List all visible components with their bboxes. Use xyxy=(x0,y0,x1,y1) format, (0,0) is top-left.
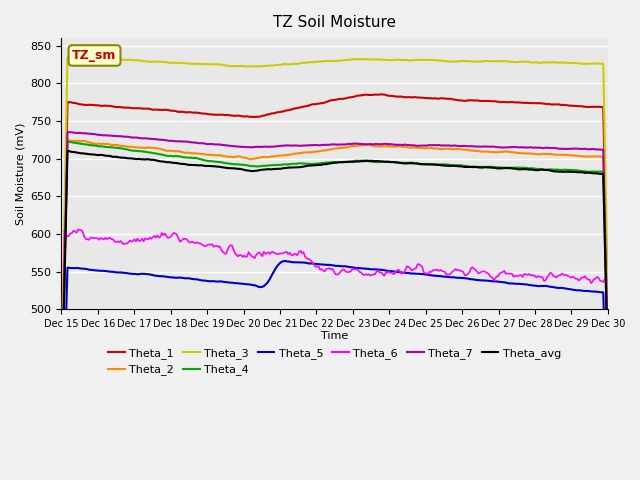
Text: TZ_sm: TZ_sm xyxy=(72,49,116,62)
Y-axis label: Soil Moisture (mV): Soil Moisture (mV) xyxy=(15,122,25,225)
X-axis label: Time: Time xyxy=(321,331,348,341)
Legend: Theta_1, Theta_2, Theta_3, Theta_4, Theta_5, Theta_6, Theta_7, Theta_avg: Theta_1, Theta_2, Theta_3, Theta_4, Thet… xyxy=(104,344,566,380)
Title: TZ Soil Moisture: TZ Soil Moisture xyxy=(273,15,396,30)
